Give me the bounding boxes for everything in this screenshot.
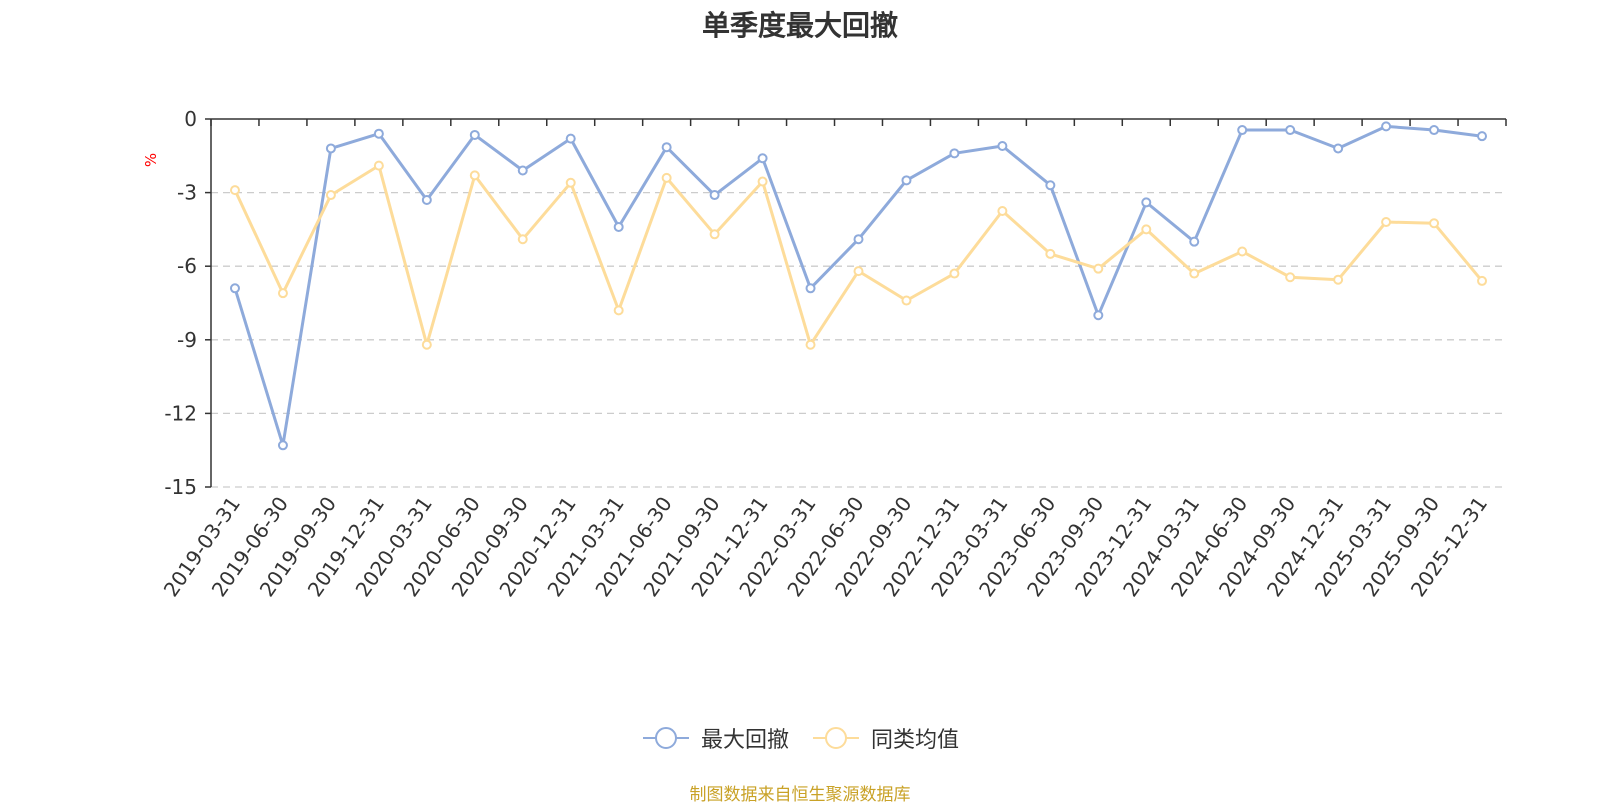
data-point-2 xyxy=(1141,224,1152,235)
data-point-2 xyxy=(949,268,960,279)
data-point-2 xyxy=(1333,274,1344,285)
data-point-1 xyxy=(517,165,528,176)
series-layer xyxy=(229,121,1488,451)
data-point-2 xyxy=(373,160,384,171)
data-point-1 xyxy=(1141,197,1152,208)
legend-label-1: 最大回撤 xyxy=(700,728,789,753)
data-point-2 xyxy=(421,339,432,350)
source-note: 制图数据来自恒生聚源数据库 xyxy=(689,785,911,805)
legend: 最大回撤 同类均值 xyxy=(0,722,1600,754)
data-point-2 xyxy=(1093,263,1104,274)
data-point-2 xyxy=(469,170,480,181)
data-point-2 xyxy=(277,288,288,299)
data-point-2 xyxy=(1477,275,1488,286)
data-point-1 xyxy=(1237,125,1248,136)
data-point-1 xyxy=(901,175,912,186)
data-point-1 xyxy=(469,129,480,140)
data-point-2 xyxy=(805,339,816,350)
data-point-1 xyxy=(1045,180,1056,191)
y-axis-unit-label: % xyxy=(142,153,160,167)
data-point-1 xyxy=(613,221,624,232)
data-point-2 xyxy=(613,305,624,316)
y-tick-label: 0 xyxy=(184,107,197,131)
data-point-2 xyxy=(853,266,864,277)
data-point-1 xyxy=(1477,131,1488,142)
data-point-1 xyxy=(1429,125,1440,136)
data-point-1 xyxy=(229,283,240,294)
data-point-2 xyxy=(709,229,720,240)
data-point-1 xyxy=(373,128,384,139)
data-point-2 xyxy=(1045,248,1056,259)
legend-item-2[interactable]: 同类均值 xyxy=(811,722,959,754)
data-point-1 xyxy=(805,283,816,294)
data-point-2 xyxy=(565,177,576,188)
data-point-1 xyxy=(565,133,576,144)
data-point-1 xyxy=(853,234,864,245)
data-point-1 xyxy=(1381,121,1392,132)
data-point-2 xyxy=(757,176,768,187)
data-point-2 xyxy=(661,172,672,183)
data-point-1 xyxy=(277,440,288,451)
y-tick-label: -9 xyxy=(177,328,197,352)
y-tick-label: -3 xyxy=(177,181,197,205)
legend-swatch-2 xyxy=(813,727,859,749)
y-tick-label: -12 xyxy=(164,401,197,425)
data-point-1 xyxy=(1285,125,1296,136)
axis-layer: 0-3-6-9-12-152019-03-312019-06-302019-09… xyxy=(159,107,1507,601)
data-point-1 xyxy=(997,140,1008,151)
legend-label-2: 同类均值 xyxy=(871,728,960,753)
data-point-1 xyxy=(661,142,672,153)
data-point-1 xyxy=(325,143,336,154)
data-point-2 xyxy=(517,234,528,245)
data-point-2 xyxy=(1189,268,1200,279)
data-point-2 xyxy=(997,206,1008,216)
data-point-2 xyxy=(901,295,912,306)
data-point-2 xyxy=(1237,246,1248,257)
data-point-1 xyxy=(421,194,432,205)
data-point-1 xyxy=(1189,236,1200,247)
series-line-1 xyxy=(233,124,1483,447)
y-tick-label: -15 xyxy=(164,475,197,499)
data-point-2 xyxy=(1381,217,1392,228)
data-point-1 xyxy=(1093,310,1104,321)
data-point-1 xyxy=(709,190,720,201)
y-tick-label: -6 xyxy=(177,254,197,278)
data-point-2 xyxy=(1429,218,1440,229)
data-point-2 xyxy=(1285,272,1296,283)
legend-item-1[interactable]: 最大回撤 xyxy=(641,722,789,754)
legend-swatch-1 xyxy=(642,727,689,749)
data-point-2 xyxy=(229,185,240,196)
chart-title: 单季度最大回撤 xyxy=(701,9,898,42)
data-point-1 xyxy=(757,153,768,164)
data-point-1 xyxy=(949,148,960,159)
data-point-2 xyxy=(325,190,336,201)
data-point-1 xyxy=(1333,143,1344,154)
